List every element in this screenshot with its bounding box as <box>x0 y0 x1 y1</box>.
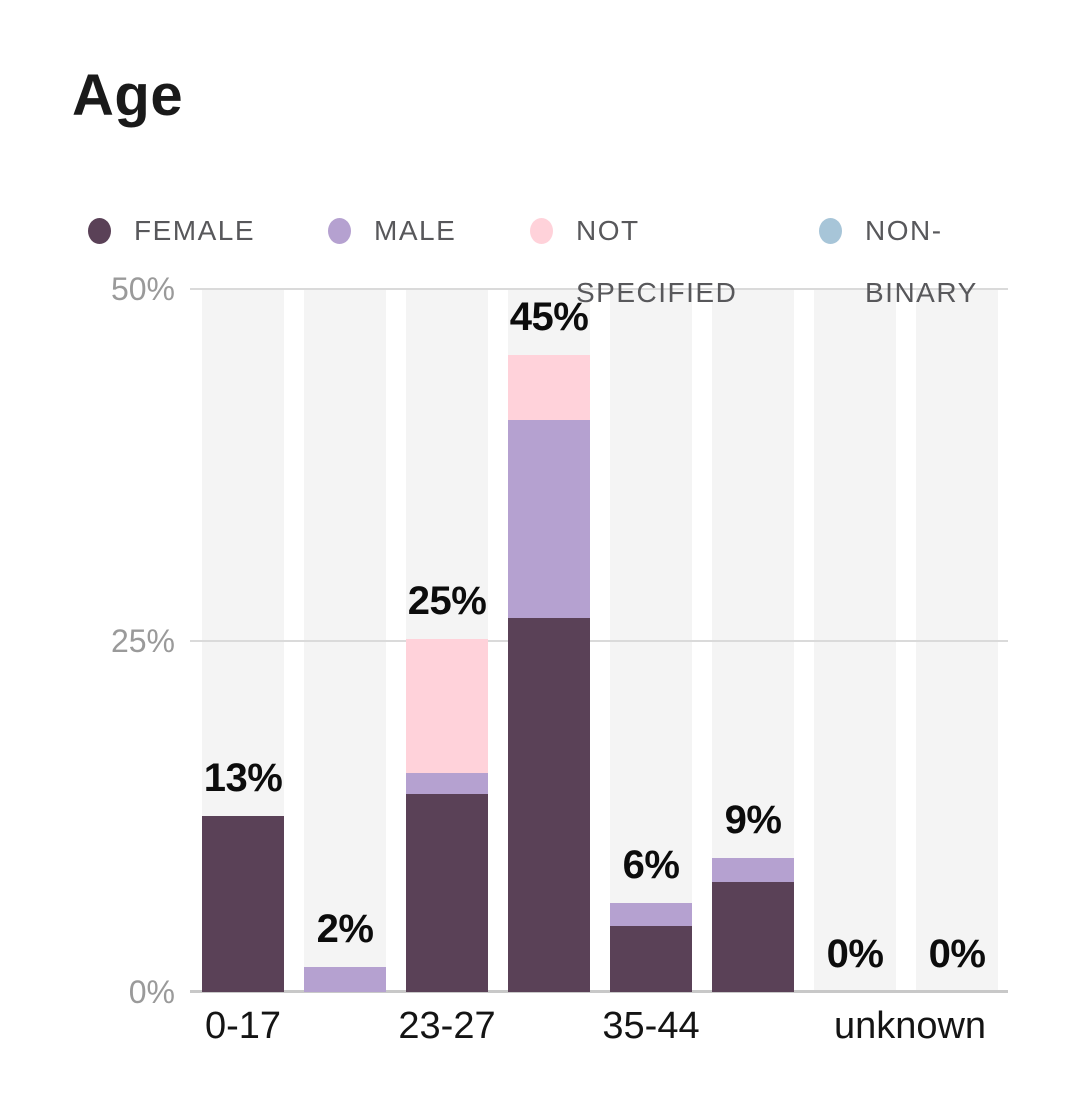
gridline <box>190 288 1008 290</box>
legend-item-male[interactable]: MALE <box>328 200 554 262</box>
legend-label: NOT SPECIFIED <box>576 215 738 308</box>
bar-segment-not_specified[interactable] <box>508 355 590 420</box>
bar-total-label: 45% <box>509 295 589 340</box>
bar-segment-female[interactable] <box>712 882 794 992</box>
bar-total-label: 0% <box>928 932 986 976</box>
bar-segment-female[interactable] <box>508 618 590 992</box>
gridline <box>190 640 1008 642</box>
bar-segment-male[interactable] <box>610 903 692 926</box>
y-axis-tick-label: 25% <box>110 623 175 659</box>
bar-segment-female[interactable] <box>202 816 284 993</box>
y-axis-tick-label: 0% <box>128 974 175 1010</box>
page-title: Age <box>72 63 184 128</box>
x-axis-line <box>190 990 1008 993</box>
legend-label: NON-BINARY <box>865 215 978 308</box>
legend-dot-male-icon <box>328 218 351 244</box>
x-axis-tick-label: 23-27 <box>398 1005 496 1047</box>
bar-total-label: 9% <box>724 798 782 843</box>
bar-total-label: 6% <box>622 843 680 888</box>
legend-dot-not_specified-icon <box>530 218 553 244</box>
legend-item-female[interactable]: FEMALE <box>88 200 354 262</box>
bar-segment-not_specified[interactable] <box>406 639 488 773</box>
bar-total-label: 25% <box>407 579 487 624</box>
bar-segment-male[interactable] <box>712 858 794 883</box>
bar-total-label: 13% <box>203 756 283 801</box>
bar-total-label: 2% <box>316 906 374 951</box>
bar-segment-male[interactable] <box>406 772 488 794</box>
bar-segment-female[interactable] <box>406 793 488 992</box>
bar-total-label: 0% <box>826 932 884 976</box>
legend-label: MALE <box>374 215 457 246</box>
x-axis-tick-label: unknown <box>833 1005 987 1047</box>
x-axis-tick-label: 35-44 <box>602 1005 700 1047</box>
legend-item-non_binary[interactable]: NON-BINARY <box>819 200 997 324</box>
legend-label: FEMALE <box>134 215 256 246</box>
legend-item-not_specified[interactable]: NOT SPECIFIED <box>530 200 758 324</box>
legend-dot-female-icon <box>88 218 111 244</box>
bar-segment-male[interactable] <box>304 966 386 992</box>
bar-segment-male[interactable] <box>508 419 590 618</box>
bar-segment-female[interactable] <box>610 925 692 992</box>
y-axis-tick-label: 50% <box>110 271 175 307</box>
x-axis-tick-label: 0-17 <box>204 1005 282 1047</box>
legend-dot-non_binary-icon <box>819 218 842 244</box>
